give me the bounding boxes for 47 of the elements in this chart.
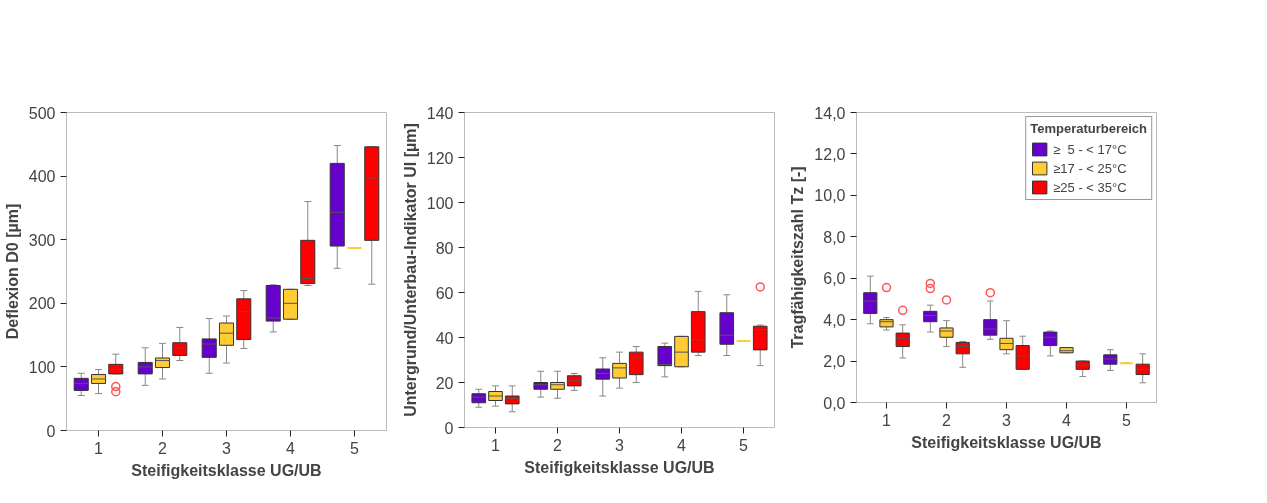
legend-title: Temperaturbereich <box>1030 121 1147 136</box>
x-tick-label: 4 <box>286 439 296 457</box>
x-tick-label: 3 <box>222 439 232 457</box>
x-tick-label: 4 <box>1062 411 1072 429</box>
x-tick-label: 2 <box>942 411 952 429</box>
x-axis-title: Steifigkeitsklasse UG/UB <box>911 433 1102 451</box>
x-tick-label: 2 <box>158 439 168 457</box>
y-tick-label: 10,0 <box>814 187 846 205</box>
x-tick-label: 4 <box>677 436 687 454</box>
x-axis-title: Steifigkeitsklasse UG/UB <box>131 461 322 479</box>
y-tick-label: 100 <box>426 194 454 212</box>
x-tick-label: 1 <box>882 411 892 429</box>
y-tick-label: 400 <box>28 168 56 186</box>
x-tick-label: 5 <box>739 436 749 454</box>
y-tick-label: 0,0 <box>823 394 846 412</box>
y-tick-label: 0 <box>444 419 454 437</box>
x-tick-label: 5 <box>1122 411 1132 429</box>
y-tick-label: 300 <box>28 231 56 249</box>
y-tick-label: 20 <box>435 374 454 392</box>
y-tick-label: 4,0 <box>823 311 846 329</box>
y-tick-label: 12,0 <box>814 145 846 163</box>
y-tick-label: 500 <box>28 104 56 122</box>
legend-label: ≥ 5 - < 17°C <box>1053 141 1127 157</box>
x-tick-label: 1 <box>94 439 104 457</box>
y-tick-label: 8,0 <box>823 228 846 246</box>
x-tick-label: 2 <box>553 436 563 454</box>
y-axis-title: Untergrund/Unterbau-Indikator UI [µm] <box>401 123 419 417</box>
x-tick-label: 3 <box>1002 411 1012 429</box>
x-tick-label: 1 <box>491 436 501 454</box>
y-tick-label: 14,0 <box>814 104 846 122</box>
y-tick-label: 2,0 <box>823 353 846 371</box>
y-tick-label: 80 <box>435 239 454 257</box>
legend-label: ≥17 - < 25°C <box>1053 160 1127 176</box>
legend-label: ≥25 - < 35°C <box>1053 179 1127 195</box>
y-tick-label: 60 <box>435 284 454 302</box>
y-tick-label: 0 <box>46 422 56 440</box>
y-axis-title: Tragfähigkeitszahl Tz [-] <box>789 166 807 349</box>
y-axis-title: Deflexion D0 [µm] <box>3 203 21 340</box>
y-tick-label: 100 <box>28 358 56 376</box>
y-tick-label: 40 <box>435 329 454 347</box>
x-tick-label: 3 <box>615 436 625 454</box>
x-tick-label: 5 <box>350 439 360 457</box>
y-tick-label: 120 <box>426 149 454 167</box>
y-tick-label: 6,0 <box>823 270 846 288</box>
y-tick-label: 140 <box>426 104 454 122</box>
x-axis-title: Steifigkeitsklasse UG/UB <box>524 458 715 476</box>
y-tick-label: 200 <box>28 295 56 313</box>
